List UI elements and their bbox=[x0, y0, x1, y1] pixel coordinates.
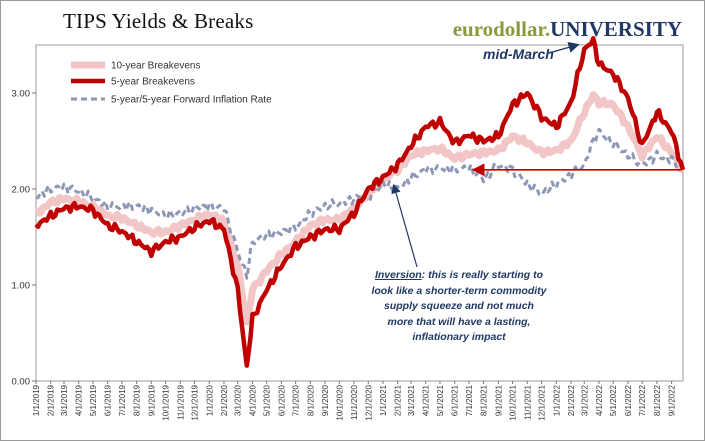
x-tick-label: 2/1/2022 bbox=[567, 384, 576, 416]
x-axis: 1/1/2019 2/1/2019 3/1/2019 4/1/2019 5/1/2019… bbox=[32, 381, 677, 421]
y-tick-label: 0.00 bbox=[12, 377, 31, 388]
legend: 10-year Breakevens 5-year Breakevens 5-yea… bbox=[71, 61, 272, 106]
series-layer bbox=[34, 35, 686, 368]
mid-march-label: mid-March bbox=[483, 46, 554, 62]
x-tick-label: 3/1/2021 bbox=[407, 384, 416, 416]
x-tick-label: 10/1/2020 bbox=[335, 384, 344, 420]
legend-label: 10-year Breakevens bbox=[111, 61, 201, 72]
x-tick-label: 3/1/2022 bbox=[580, 384, 589, 416]
x-tick-label: 2/1/2020 bbox=[220, 384, 229, 416]
x-tick-label: 12/1/2020 bbox=[364, 384, 373, 420]
x-tick-label: 7/1/2019 bbox=[118, 384, 127, 416]
x-tick-label: 5/1/2019 bbox=[89, 384, 98, 416]
x-tick-label: 5/1/2022 bbox=[609, 384, 618, 416]
x-tick-label: 5/1/2021 bbox=[436, 384, 445, 416]
x-tick-label: 7/1/2022 bbox=[638, 384, 647, 416]
x-tick-label: 7/1/2020 bbox=[292, 384, 301, 416]
x-tick-label: 9/1/2019 bbox=[147, 384, 156, 416]
x-tick-label: 1/1/2021 bbox=[379, 384, 388, 416]
x-tick-label: 2/1/2019 bbox=[47, 384, 56, 416]
brand-part2: UNIVERSITY bbox=[550, 17, 682, 41]
x-tick-label: 12/1/2019 bbox=[191, 384, 200, 420]
brand-part1: eurodollar. bbox=[452, 17, 551, 41]
x-tick-label: 4/1/2020 bbox=[248, 384, 257, 416]
legend-label: 5-year Breakevens bbox=[111, 77, 195, 88]
x-tick-label: 4/1/2019 bbox=[75, 384, 84, 416]
x-tick-label: 1/1/2022 bbox=[552, 384, 561, 416]
legend-label: 5-year/5-year Forward Inflation Rate bbox=[111, 95, 272, 106]
x-tick-label: 8/1/2022 bbox=[653, 384, 662, 416]
x-tick-label: 10/1/2019 bbox=[162, 384, 171, 420]
x-tick-label: 6/1/2020 bbox=[277, 384, 286, 416]
inversion-arrow bbox=[391, 183, 418, 268]
annotation-layer bbox=[391, 41, 580, 268]
x-tick-label: 10/1/2021 bbox=[509, 384, 518, 420]
x-tick-label: 9/1/2020 bbox=[321, 384, 330, 416]
inversion-annotation: Inversion: this is really starting to lo… bbox=[371, 268, 547, 346]
x-tick-label: 6/1/2022 bbox=[624, 384, 633, 416]
x-tick-label: 8/1/2020 bbox=[306, 384, 315, 416]
series-line-5y5y-forward bbox=[35, 127, 685, 280]
series-line-5y-breakevens bbox=[34, 35, 686, 368]
x-tick-label: 9/1/2022 bbox=[668, 384, 677, 416]
x-tick-label: 8/1/2021 bbox=[480, 384, 489, 416]
x-tick-label: 4/1/2021 bbox=[422, 384, 431, 416]
chart-title: TIPS Yields & Breaks bbox=[63, 9, 254, 33]
x-tick-label: 6/1/2021 bbox=[451, 384, 460, 416]
x-tick-label: 4/1/2022 bbox=[595, 384, 604, 416]
inversion-lead: Inversion bbox=[374, 269, 422, 281]
x-tick-label: 3/1/2020 bbox=[234, 384, 243, 416]
x-tick-label: 11/1/2019 bbox=[176, 384, 185, 420]
plot-area bbox=[35, 44, 684, 382]
x-tick-label: 3/1/2019 bbox=[60, 384, 69, 416]
y-tick-label: 2.00 bbox=[12, 185, 31, 196]
x-tick-label: 6/1/2019 bbox=[104, 384, 113, 416]
x-tick-label: 2/1/2021 bbox=[394, 384, 403, 416]
y-axis: 0.00 1.00 2.00 3.00 bbox=[12, 89, 36, 388]
x-tick-label: 5/1/2020 bbox=[263, 384, 272, 416]
mid-march-arrow bbox=[548, 41, 580, 54]
x-tick-label: 11/1/2021 bbox=[523, 384, 532, 420]
x-tick-label: 7/1/2021 bbox=[465, 384, 474, 416]
x-tick-label: 12/1/2021 bbox=[538, 384, 547, 420]
x-tick-label: 8/1/2019 bbox=[133, 384, 142, 416]
y-tick-label: 3.00 bbox=[12, 89, 31, 100]
brand-logo: eurodollar.UNIVERSITY bbox=[453, 17, 682, 42]
inversion-text: : this is really starting to look like a… bbox=[371, 269, 547, 343]
x-tick-label: 1/1/2019 bbox=[32, 384, 41, 416]
x-tick-label: 9/1/2021 bbox=[494, 384, 503, 416]
x-tick-label: 11/1/2020 bbox=[350, 384, 359, 420]
y-tick-label: 1.00 bbox=[12, 281, 31, 292]
x-tick-label: 1/1/2020 bbox=[205, 384, 214, 416]
